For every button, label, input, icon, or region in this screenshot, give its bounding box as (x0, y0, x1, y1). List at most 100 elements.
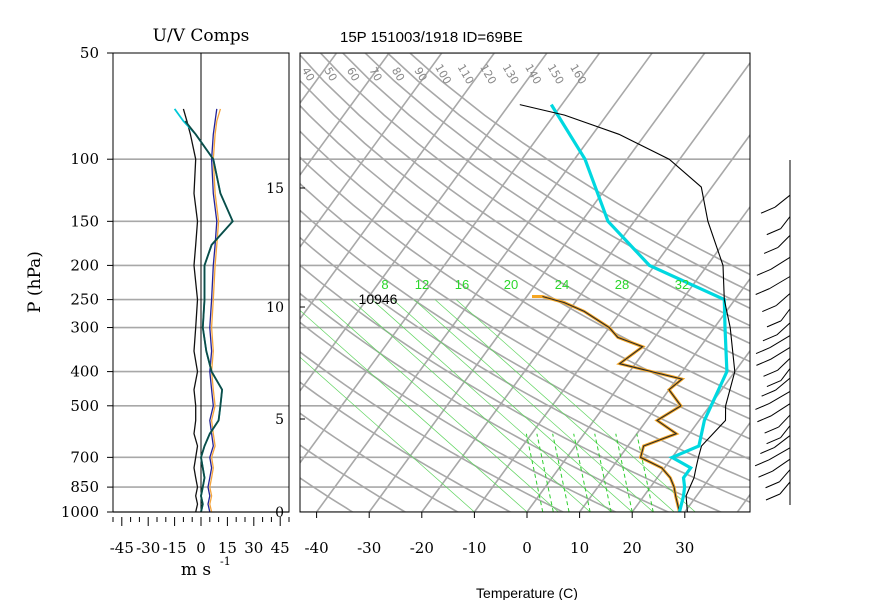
pressure-tick-label: 100 (70, 150, 99, 168)
moist-adiabat (300, 356, 475, 512)
temperature-tick-label: 10 (570, 539, 589, 557)
dry-adiabat (386, 53, 750, 293)
wind-barb-flag (757, 415, 772, 423)
dry-adiabat (300, 381, 513, 512)
wind-barb-staff (780, 425, 791, 438)
wind-barb-staff (780, 308, 791, 322)
pressure-tick-label: 400 (70, 363, 99, 381)
theta-label: 60 (344, 65, 362, 84)
isotherm (300, 53, 548, 393)
uv-gridlines (113, 53, 289, 513)
mixing-ratio-label: 20 (504, 277, 518, 292)
theta-label: 80 (389, 65, 407, 84)
dry-adiabat (341, 53, 750, 327)
temperature-tick-label: -10 (462, 539, 486, 557)
wind-barb-staff (769, 276, 791, 289)
wind-barb-staff (775, 377, 791, 391)
pressure-tick-label: 250 (70, 291, 99, 309)
uv-x-tick-label: -30 (136, 539, 160, 557)
mixing-ratio-line (536, 433, 554, 512)
isotherm (843, 19, 887, 512)
pressure-tick-label: 1000 (61, 503, 99, 521)
uv-x-axis-label-exponent: -1 (220, 555, 231, 568)
pressure-tick-label: 500 (70, 397, 99, 415)
pressure-tick-label: 200 (70, 256, 99, 274)
mixing-ratio-line (636, 433, 654, 512)
wind-barb-flag (764, 426, 779, 434)
dry-adiabat (364, 53, 750, 310)
theta-label: 130 (500, 62, 522, 87)
moist-adiabat (392, 299, 633, 512)
wind-barb-staff (770, 256, 791, 270)
isotherm (790, 19, 887, 512)
skew-t-series-3 (519, 104, 736, 512)
wind-barb-flag (763, 369, 778, 377)
theta-label: 90 (411, 65, 429, 84)
wind-barb-staff (776, 322, 791, 336)
mixing-ratio-label: 28 (615, 277, 629, 292)
moist-adiabat (350, 299, 591, 512)
wind-barb-staff (772, 458, 791, 472)
dry-adiabat (300, 321, 618, 512)
wind-barb-flag (766, 380, 782, 388)
wind-barb-flag (754, 459, 770, 467)
dry-adiabat (300, 477, 355, 512)
dry-adiabat (300, 130, 750, 420)
moist-adiabat (455, 299, 696, 512)
wind-barb-flag (763, 246, 779, 254)
mixing-ratio-line (615, 433, 633, 512)
dry-adiabat (300, 444, 407, 512)
wind-barb-flag (755, 403, 770, 410)
wind-barb-staff (769, 391, 791, 404)
dry-adiabat (319, 53, 750, 345)
moist-adiabat (319, 299, 559, 512)
uv-panel-title: U/V Comps (153, 26, 250, 46)
dry-adiabat (0, 37, 152, 520)
moist-adiabat (371, 299, 612, 512)
height-tick-label: 0 (275, 505, 284, 521)
uv-x-axis-label: m s (181, 560, 211, 580)
isotherm (421, 61, 750, 512)
mixing-ratio-label: 8 (381, 277, 388, 292)
wind-barb-staff (777, 357, 791, 371)
mixing-ratio-label: 16 (455, 277, 469, 292)
moist-adiabat (434, 299, 675, 512)
uv-series-lines (173, 108, 234, 513)
wind-barb-flag (760, 447, 775, 455)
temperature-tick-label: 30 (675, 539, 694, 557)
wind-barb-staff (769, 335, 791, 349)
skew-t-title: 15P 151003/1918 ID=69BE (340, 29, 523, 46)
isotherm (300, 53, 443, 249)
wind-barb-flag (762, 334, 778, 342)
pressure-axis-label: P (hPa) (25, 251, 45, 313)
wind-barb-flag (760, 206, 776, 214)
isotherm (631, 349, 750, 512)
wind-barbs (754, 160, 791, 505)
dry-adiabat (300, 264, 723, 512)
temperature-tick-label: -30 (357, 539, 381, 557)
theta-label: 50 (321, 65, 339, 84)
isotherm (684, 421, 750, 512)
pressure-tick-label: 50 (80, 44, 99, 62)
wind-barb-staff (770, 346, 791, 360)
skew-t-series-lines (519, 103, 736, 512)
isotherm (300, 53, 391, 177)
mixing-ratio-line (594, 433, 612, 512)
wind-barb-flag (762, 305, 777, 313)
wind-barb-staff (777, 235, 791, 248)
theta-label: 120 (477, 62, 499, 87)
wind-barb-flag (766, 228, 781, 236)
theta-label: 150 (545, 62, 567, 87)
uv-series-0 (182, 108, 199, 513)
skew-t-series-1 (542, 295, 684, 512)
height-tick-label: 10 (266, 300, 284, 316)
uv-series-1 (209, 108, 222, 513)
wind-barb-flag (755, 347, 771, 355)
wind-barb-staff (768, 447, 791, 461)
isotherm (473, 133, 750, 512)
skew-t-background-lines (0, 19, 887, 520)
pressure-tick-label: 700 (70, 448, 99, 466)
wind-barb-flag (761, 389, 776, 397)
mixing-ratio-line (552, 433, 570, 512)
